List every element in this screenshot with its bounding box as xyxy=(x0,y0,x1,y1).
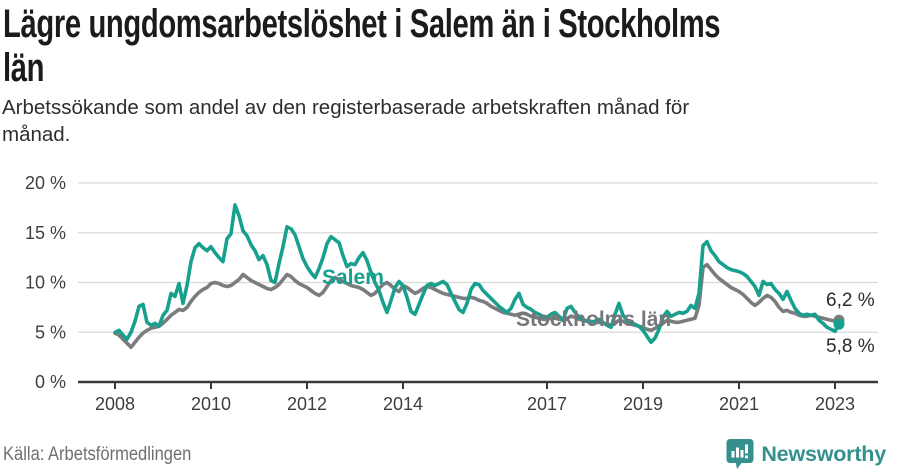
y-axis-label-15: 15 % xyxy=(25,223,66,243)
end-value-label-stockholms-län: 6,2 % xyxy=(826,290,875,311)
end-value-label-salem: 5,8 % xyxy=(826,336,875,357)
x-axis-label-2012: 2012 xyxy=(287,394,327,414)
x-axis-label-2019: 2019 xyxy=(623,394,663,414)
subtitle-line-2: månad. xyxy=(2,123,71,146)
subtitle-line-1: Arbetssökande som andel av den registerb… xyxy=(2,96,690,119)
series-line-stockholms-län xyxy=(113,262,841,350)
title-line-1: Lägre ungdomsarbetslöshet i Salem än i S… xyxy=(3,2,721,46)
y-axis-label-5: 5 % xyxy=(35,322,66,342)
end-dot-salem xyxy=(833,318,845,330)
x-axis-label-2017: 2017 xyxy=(527,394,567,414)
bar-chart-speech-bubble-icon xyxy=(726,439,754,469)
y-axis-label-0: 0 % xyxy=(35,372,66,392)
series-label-stockholms-län: Stockholms län xyxy=(516,308,671,331)
x-axis-label-2023: 2023 xyxy=(815,394,855,414)
x-axis-label-2010: 2010 xyxy=(191,394,231,414)
brand-logo: Newsworthy xyxy=(726,437,886,471)
brand-name: Newsworthy xyxy=(761,441,886,466)
series-line-salem xyxy=(113,203,841,345)
chart-subtitle: Arbetssökande som andel av den registerb… xyxy=(2,94,689,148)
series-label-salem: Salem xyxy=(322,266,384,289)
page-title: Lägre ungdomsarbetslöshet i Salem än i S… xyxy=(3,2,721,90)
y-axis-label-10: 10 % xyxy=(25,273,66,293)
title-line-2: län xyxy=(3,46,45,90)
x-axis-label-2021: 2021 xyxy=(719,394,759,414)
y-axis-label-20: 20 % xyxy=(25,173,66,193)
source-caption: Källa: Arbetsförmedlingen xyxy=(3,444,192,465)
x-axis-label-2008: 2008 xyxy=(95,394,135,414)
x-axis-label-2014: 2014 xyxy=(383,394,423,414)
